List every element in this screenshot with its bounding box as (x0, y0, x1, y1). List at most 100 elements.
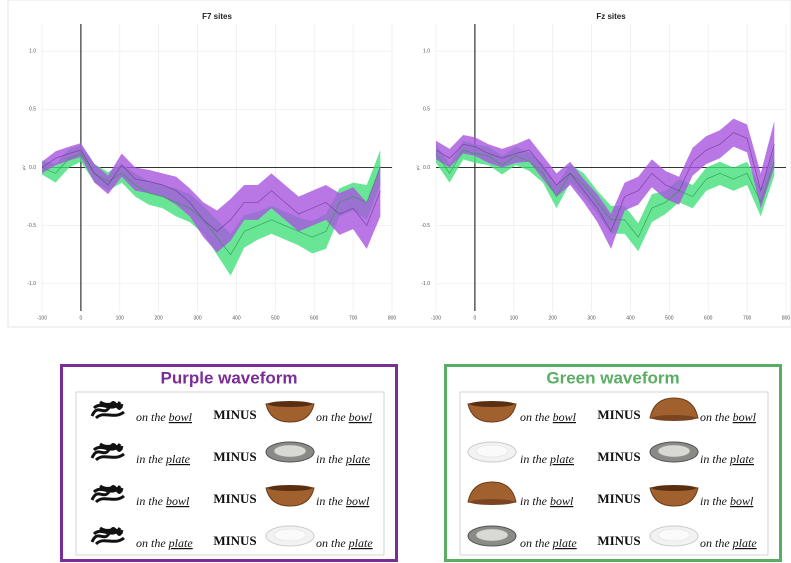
noun: plate (552, 536, 578, 550)
bowl-rim (268, 401, 312, 407)
y-axis-label: µV (415, 165, 420, 170)
mean-line (435, 132, 775, 233)
y-tick-label: 1.0 (29, 49, 36, 55)
icon (649, 485, 699, 507)
noun: bowl (166, 494, 190, 508)
bowl-rim (470, 499, 514, 505)
icon (265, 485, 315, 507)
operator: MINUS (597, 449, 640, 464)
plate-center (475, 528, 509, 542)
snake-icon (90, 526, 125, 546)
y-tick-label: -0.5 (27, 223, 36, 229)
y-tick-label: -0.5 (421, 223, 430, 229)
legend-inner (459, 391, 769, 556)
phrase: on the bowl (136, 410, 193, 424)
x-tick-label: 300 (193, 315, 202, 321)
icon (90, 484, 125, 504)
preposition: in the (700, 494, 728, 508)
snake-icon (90, 484, 125, 504)
y-tick-label: 0.5 (29, 107, 36, 113)
phrase: in the plate (316, 452, 371, 466)
bowl-rim (470, 401, 514, 407)
mean-line (41, 149, 381, 232)
operator: MINUS (597, 533, 640, 548)
preposition: on the (520, 410, 550, 424)
noun: bowl (550, 494, 574, 508)
preposition: on the (316, 536, 346, 550)
plate-center (657, 528, 691, 542)
x-tick-label: 300 (587, 315, 596, 321)
icon (265, 441, 315, 463)
bowl-rim (268, 485, 312, 491)
x-tick-label: 400 (232, 315, 241, 321)
preposition: in the (316, 494, 344, 508)
x-tick-label: -100 (37, 315, 47, 321)
chart-title: F7 sites (202, 12, 232, 21)
phrase: on the bowl (700, 410, 757, 424)
preposition: on the (520, 536, 550, 550)
noun: plate (549, 452, 575, 466)
phrase: on the plate (520, 536, 577, 550)
phrase: in the plate (520, 452, 575, 466)
y-tick-label: -1.0 (27, 281, 36, 287)
phrase: in the bowl (136, 494, 190, 508)
noun: bowl (346, 494, 370, 508)
x-tick-label: 600 (310, 315, 319, 321)
x-tick-label: 500 (665, 315, 674, 321)
bowl-rim (652, 415, 696, 421)
x-tick-label: 600 (704, 315, 713, 321)
plate-center (475, 444, 509, 458)
phrase: in the bowl (700, 494, 754, 508)
phrase: in the plate (136, 452, 191, 466)
preposition: on the (316, 410, 346, 424)
icon (467, 525, 517, 547)
chart-title: Fz sites (596, 12, 626, 21)
noun: bowl (730, 494, 754, 508)
icon (649, 397, 699, 421)
phrase: on the plate (700, 536, 757, 550)
mean-line (435, 149, 775, 239)
preposition: on the (700, 410, 730, 424)
noun: plate (168, 536, 194, 550)
preposition: on the (700, 536, 730, 550)
icon (649, 525, 699, 547)
y-tick-label: -1.0 (421, 281, 430, 287)
icon (90, 400, 125, 420)
noun: plate (165, 452, 191, 466)
snake-icon (90, 400, 125, 420)
icon (467, 401, 517, 423)
noun: bowl (733, 410, 757, 424)
icon (265, 525, 315, 547)
preposition: on the (136, 536, 166, 550)
operator: MINUS (213, 491, 256, 506)
phrase: on the plate (316, 536, 373, 550)
x-tick-label: 700 (743, 315, 752, 321)
preposition: in the (520, 494, 548, 508)
preposition: in the (520, 452, 548, 466)
noun: plate (729, 452, 755, 466)
snake-icon (90, 442, 125, 462)
x-tick-label: -100 (431, 315, 441, 321)
noun: plate (345, 452, 371, 466)
legend-title: Purple waveform (161, 368, 298, 387)
phrase: on the bowl (520, 410, 577, 424)
legend-title: Green waveform (546, 368, 679, 387)
phrase: on the bowl (316, 410, 373, 424)
mean-line (41, 153, 381, 256)
operator: MINUS (597, 407, 640, 422)
noun: plate (732, 536, 758, 550)
phrase: on the plate (136, 536, 193, 550)
x-tick-label: 700 (349, 315, 358, 321)
icon (467, 441, 517, 463)
plate-center (657, 444, 691, 458)
preposition: on the (136, 410, 166, 424)
x-tick-label: 200 (154, 315, 163, 321)
icon (90, 442, 125, 462)
bowl-rim (652, 485, 696, 491)
x-tick-label: 200 (548, 315, 557, 321)
icon (90, 526, 125, 546)
x-tick-label: 800 (782, 315, 791, 321)
preposition: in the (700, 452, 728, 466)
icon (649, 441, 699, 463)
x-tick-label: 0 (79, 315, 82, 321)
